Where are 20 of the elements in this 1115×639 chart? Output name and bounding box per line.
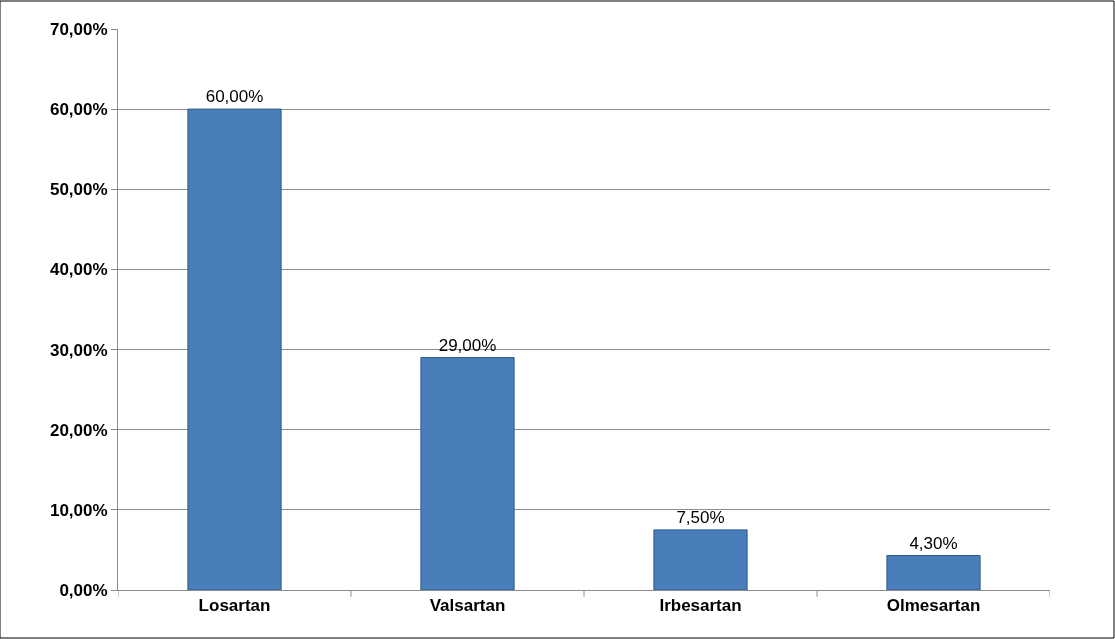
y-tick-label: 0,00%	[59, 580, 108, 600]
bar	[420, 357, 515, 590]
x-tick-label: Valsartan	[429, 596, 506, 616]
x-tick-label: Irbesartan	[659, 596, 742, 616]
bar	[886, 555, 981, 590]
data-label: 4,30%	[909, 533, 958, 553]
bar	[187, 108, 282, 590]
x-tick-label: Losartan	[198, 596, 271, 616]
data-label: 7,50%	[676, 507, 725, 527]
x-tick-label: Olmesartan	[886, 596, 981, 616]
y-tick-label: 20,00%	[49, 420, 108, 440]
data-label: 29,00%	[438, 335, 497, 355]
y-tick-label: 40,00%	[49, 260, 108, 280]
y-tick-label: 60,00%	[49, 100, 108, 120]
y-tick-label: 30,00%	[49, 340, 108, 360]
bar	[653, 529, 748, 590]
y-tick-label: 10,00%	[49, 500, 108, 520]
y-tick-label: 50,00%	[49, 180, 108, 200]
data-label: 60,00%	[205, 87, 264, 107]
y-tick-label: 70,00%	[49, 19, 108, 39]
